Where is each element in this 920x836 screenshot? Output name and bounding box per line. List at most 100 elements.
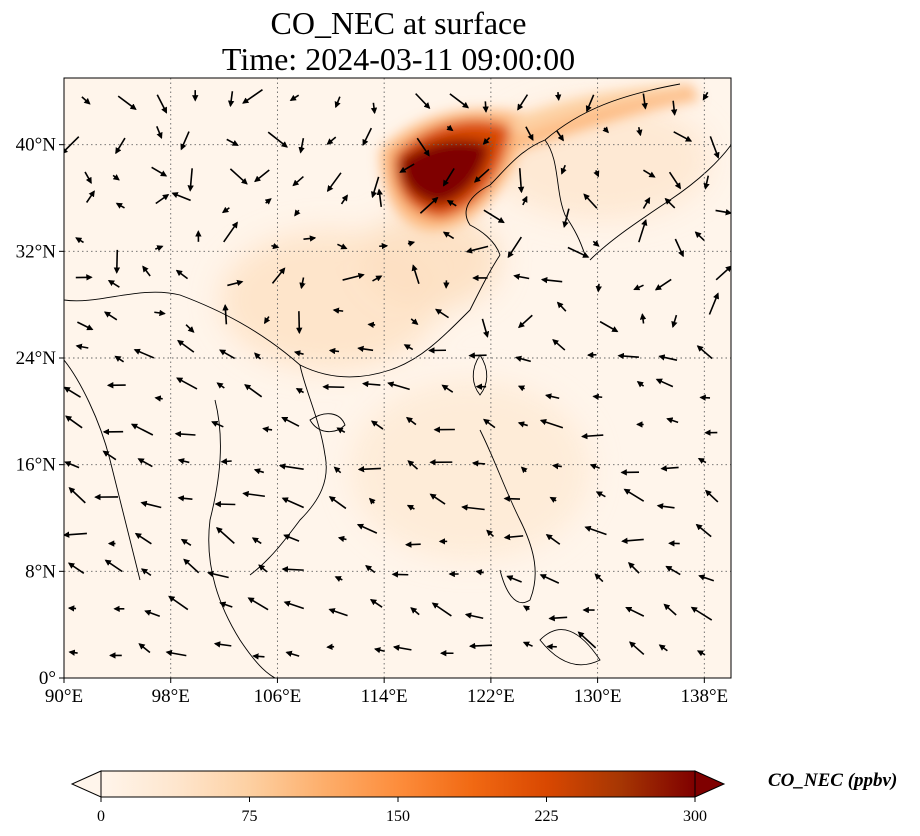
- wind-arrow: [415, 93, 431, 109]
- wind-arrow: [357, 345, 374, 353]
- wind-arrow: [244, 384, 263, 398]
- wind-arrow: [177, 339, 195, 353]
- map-title-line1: CO_NEC at surface: [270, 5, 527, 41]
- wind-arrow: [130, 423, 154, 436]
- wind-arrow: [664, 197, 676, 209]
- wind-arrow: [222, 304, 229, 325]
- wind-arrow: [85, 190, 95, 203]
- wind-arrow: [368, 497, 376, 505]
- wind-arrow: [697, 457, 707, 464]
- wind-arrow: [64, 136, 80, 155]
- wind-arrow: [140, 500, 162, 509]
- wind-arrow: [281, 416, 300, 427]
- wind-arrow: [435, 308, 449, 319]
- wind-arrow: [242, 490, 265, 498]
- wind-arrow: [357, 466, 381, 473]
- wind-arrow: [660, 465, 679, 472]
- wind-arrow: [370, 176, 380, 199]
- wind-arrow: [628, 641, 645, 656]
- wind-arrow: [406, 504, 415, 511]
- wind-arrow: [174, 430, 196, 438]
- wind-arrow: [464, 612, 484, 620]
- wind-arrow: [589, 463, 600, 470]
- wind-arrow: [254, 169, 270, 183]
- wind-arrow: [64, 386, 81, 398]
- wind-arrow: [520, 466, 528, 474]
- x-tick-label: 106°E: [254, 686, 302, 707]
- wind-arrow: [177, 495, 193, 502]
- wind-arrow: [64, 531, 87, 538]
- wind-arrow: [552, 338, 566, 351]
- wind-arrow: [556, 301, 567, 312]
- wind-arrow: [585, 94, 595, 113]
- wind-arrow: [369, 598, 383, 608]
- wind-arrow: [180, 538, 192, 546]
- wind-arrow: [665, 565, 681, 576]
- wind-arrow: [264, 316, 271, 325]
- colorbar-label: CO_NEC (ppbv): [768, 770, 898, 791]
- wind-arrow: [594, 573, 604, 583]
- colorbar-tick-label: 75: [242, 808, 258, 825]
- wind-arrow: [254, 352, 262, 360]
- wind-arrow: [252, 653, 265, 660]
- wind-arrow: [595, 491, 606, 498]
- wind-arrow: [503, 533, 524, 541]
- wind-arrow: [185, 324, 195, 333]
- x-tick-label: 90°E: [45, 686, 83, 707]
- wind-arrow: [673, 131, 693, 142]
- wind-arrow: [410, 607, 420, 616]
- wind-arrow: [560, 164, 567, 175]
- wind-arrow: [154, 309, 166, 317]
- wind-arrow: [332, 307, 344, 314]
- wind-arrow: [483, 418, 496, 429]
- wind-arrow: [387, 381, 410, 391]
- wind-arrow: [403, 344, 414, 351]
- wind-arrow: [337, 243, 348, 250]
- wind-arrow: [156, 126, 163, 140]
- wind-arrow: [654, 278, 672, 291]
- wind-arrow: [671, 314, 678, 328]
- wind-arrow: [655, 378, 674, 388]
- wind-arrow: [621, 537, 644, 544]
- wind-arrow: [115, 202, 125, 209]
- wind-arrow: [695, 523, 712, 538]
- wind-arrow: [446, 200, 457, 207]
- wind-arrow: [64, 461, 80, 469]
- wind-arrow: [112, 174, 120, 181]
- wind-arrow: [539, 574, 560, 584]
- wind-arrow: [292, 175, 304, 187]
- wind-arrow: [216, 382, 225, 389]
- wind-arrow: [708, 292, 719, 315]
- wind-arrow: [674, 238, 684, 258]
- wind-arrow: [599, 320, 619, 333]
- wind-arrow: [690, 606, 713, 621]
- wind-arrow: [715, 209, 731, 216]
- wind-arrow: [328, 347, 340, 355]
- wind-arrow: [271, 267, 286, 284]
- wind-arrow: [656, 503, 675, 510]
- wind-arrow: [518, 314, 533, 329]
- wind-arrow: [583, 193, 598, 209]
- wind-arrow: [405, 416, 417, 426]
- wind-arrow: [229, 168, 248, 185]
- y-tick-label: 40°N: [16, 135, 57, 156]
- wind-arrow: [295, 388, 304, 395]
- wind-arrow: [517, 421, 528, 428]
- colorbar-tick-label: 0: [97, 808, 105, 825]
- map-title-line2: Time: 2024-03-11 09:00:00: [221, 41, 576, 77]
- wind-arrow: [442, 168, 455, 187]
- wind-arrow: [251, 537, 262, 545]
- wind-arrow: [264, 198, 272, 205]
- wind-arrow: [709, 136, 720, 159]
- wind-arrow: [247, 597, 269, 611]
- wind-arrow: [140, 568, 152, 577]
- wind-arrow: [326, 172, 342, 192]
- wind-arrow: [168, 595, 189, 611]
- wind-arrow: [370, 420, 384, 430]
- wind-arrow: [473, 168, 490, 183]
- wind-arrow: [326, 136, 337, 145]
- wind-arrow: [151, 166, 168, 177]
- wind-arrow: [114, 355, 125, 363]
- wind-arrow: [593, 170, 600, 178]
- colorbar-gradient: [101, 771, 695, 797]
